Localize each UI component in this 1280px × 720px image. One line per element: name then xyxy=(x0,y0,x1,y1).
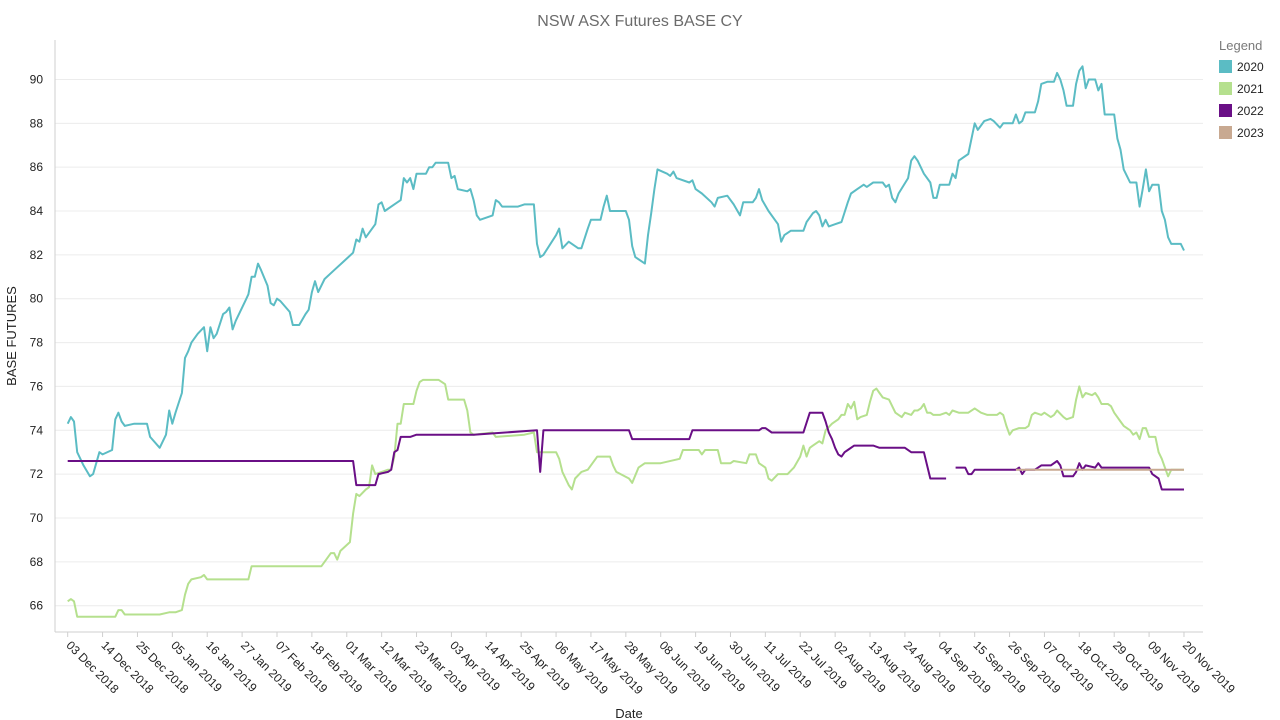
x-axis-title: Date xyxy=(615,706,642,720)
y-tick-label: 90 xyxy=(30,72,44,86)
y-tick-label: 88 xyxy=(30,116,44,130)
y-tick-label: 72 xyxy=(30,467,44,481)
legend-label-2020: 2020 xyxy=(1237,60,1264,74)
y-tick-label: 68 xyxy=(30,555,44,569)
gridlines xyxy=(55,78,1203,607)
legend: Legend 2020 2021 2022 2023 xyxy=(1219,38,1264,140)
chart-title: NSW ASX Futures BASE CY xyxy=(537,13,743,30)
legend-swatch-2020 xyxy=(1219,60,1232,73)
legend-swatch-2023 xyxy=(1219,126,1232,139)
y-tick-label: 66 xyxy=(30,599,44,613)
series-lines xyxy=(66,65,1185,618)
y-axis-title: BASE FUTURES xyxy=(4,286,19,386)
series-line-2020 xyxy=(66,65,1185,478)
legend-swatch-2022 xyxy=(1219,104,1232,117)
legend-label-2021: 2021 xyxy=(1237,82,1264,96)
y-tick-label: 84 xyxy=(30,204,44,218)
axes xyxy=(54,40,1203,633)
y-tick-label: 80 xyxy=(30,292,44,306)
legend-label-2022: 2022 xyxy=(1237,104,1264,118)
y-tick-label: 78 xyxy=(30,336,44,350)
series-line-2021 xyxy=(67,378,1184,618)
y-tick-label: 82 xyxy=(30,248,44,262)
y-tick-label: 86 xyxy=(30,160,44,174)
legend-title: Legend xyxy=(1219,38,1262,53)
y-axis-ticks: 66 68 70 72 74 76 78 80 82 84 86 88 90 xyxy=(30,72,44,612)
y-tick-label: 70 xyxy=(30,511,44,525)
legend-label-2023: 2023 xyxy=(1237,126,1264,140)
y-tick-label: 76 xyxy=(30,379,44,393)
legend-swatch-2021 xyxy=(1219,82,1232,95)
y-tick-label: 74 xyxy=(30,423,44,437)
